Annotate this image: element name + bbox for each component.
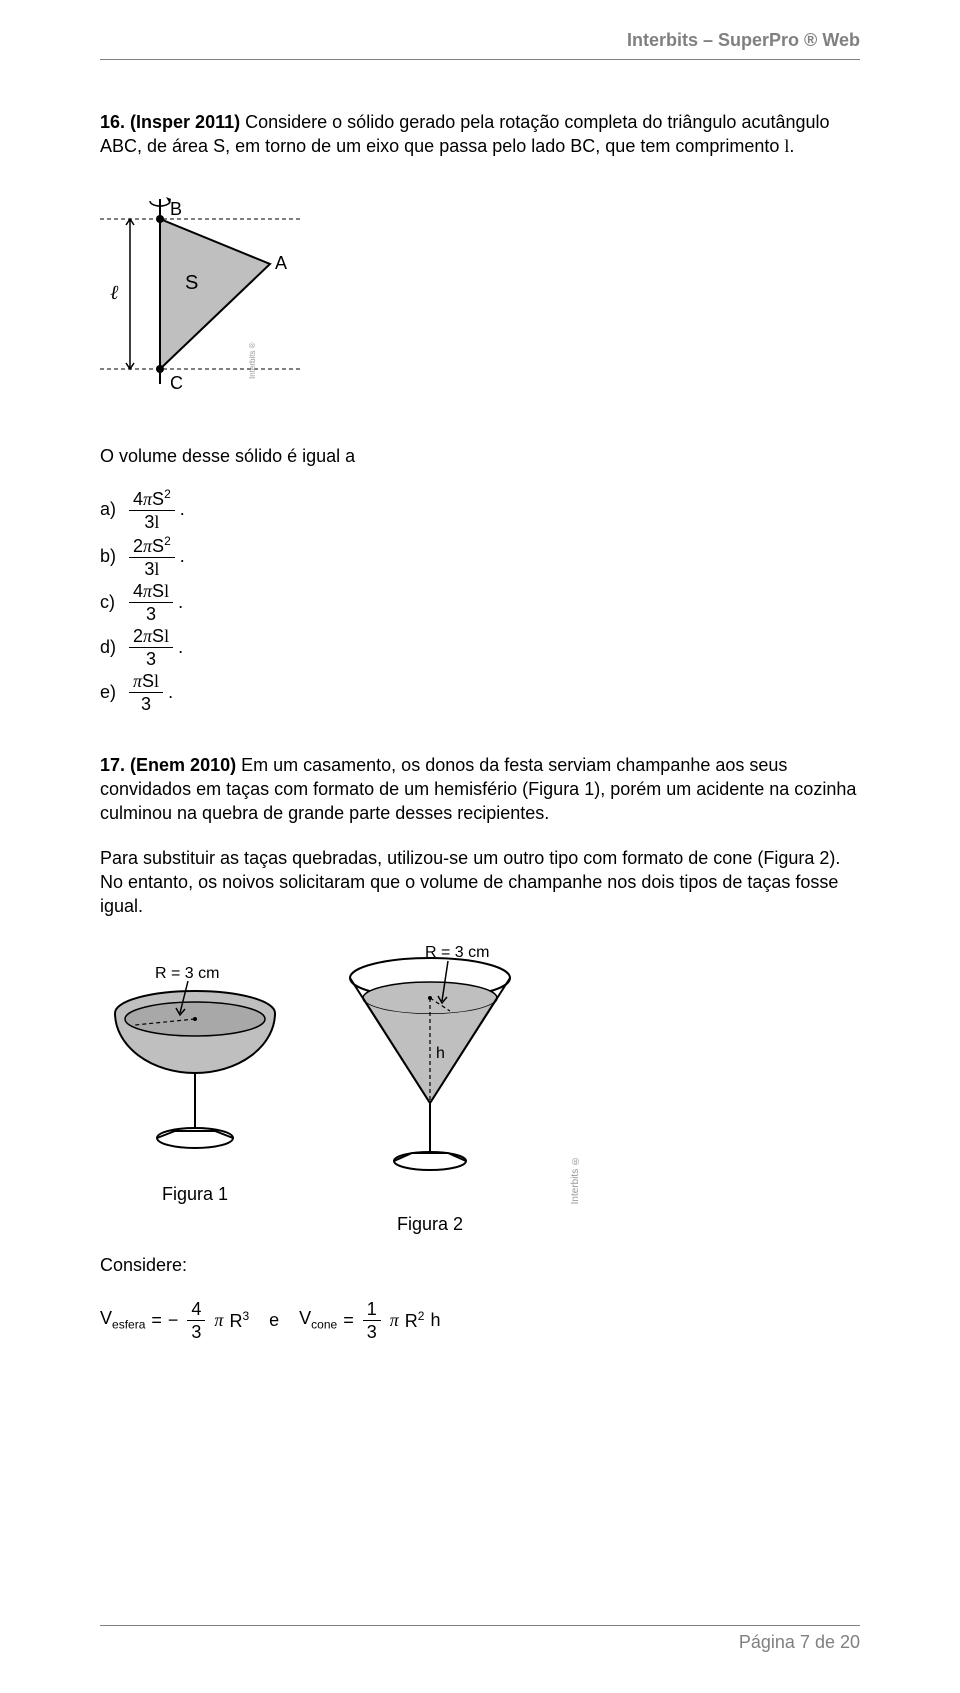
q16-label-C: C (170, 373, 183, 393)
q16-opt-a: a) 4πS2 3l . (100, 488, 860, 531)
q17-fig1-col: R = 3 cm Figura 1 (100, 943, 290, 1205)
q16-label-S: S (185, 272, 198, 294)
q16-opt-e: e) πSl 3 . (100, 672, 860, 713)
q17-fig2-svg: h R = 3 cm (330, 943, 530, 1203)
q17-watermark: Interbits ® (570, 1155, 581, 1204)
q17-cap1: Figura 1 (100, 1184, 290, 1205)
q16-opt-d: d) 2πSl 3 . (100, 627, 860, 668)
opt-label: e) (100, 682, 126, 703)
fraction: 4πS2 3l (129, 488, 175, 531)
footer: Página 7 de 20 (100, 1565, 860, 1653)
q17-para1: 17. (Enem 2010) Em um casamento, os dono… (100, 753, 860, 826)
q16-options: a) 4πS2 3l . b) 2πS2 3l . c) 4πSl 3 . d)… (100, 488, 860, 713)
page: Interbits – SuperPro ® Web 16. (Insper 2… (0, 0, 960, 1693)
q17-source: (Enem 2010) (130, 755, 236, 775)
q16-number: 16. (100, 112, 125, 132)
q16-body-after: . (789, 136, 794, 156)
V-esfera: Vesfera (100, 1308, 145, 1332)
opt-label: a) (100, 499, 126, 520)
q16-opt-c: c) 4πSl 3 . (100, 582, 860, 623)
fraction: 1 3 (363, 1300, 381, 1341)
fraction: 2πS2 3l (129, 535, 175, 578)
q17-fig2-col: h R = 3 cm Figura 2 (330, 943, 530, 1235)
q17-formula: Vesfera = − 4 3 πR3 e Vcone = 1 3 πR2h (100, 1300, 860, 1341)
q17-para2: Para substituir as taças quebradas, util… (100, 846, 860, 919)
opt-label: b) (100, 546, 126, 567)
page-number: Página 7 de 20 (739, 1632, 860, 1652)
fraction: 4 3 (187, 1300, 205, 1341)
q16-lead: O volume desse sólido é igual a (100, 444, 860, 468)
q16-opt-b: b) 2πS2 3l . (100, 535, 860, 578)
q17-number: 17. (100, 755, 125, 775)
q16-svg: B A C S ℓ Interbits ® (100, 179, 330, 409)
fraction: 2πSl 3 (129, 627, 173, 668)
opt-label: d) (100, 637, 126, 658)
header-rule (100, 59, 860, 60)
q16-label-A: A (275, 253, 287, 273)
q16-source: (Insper 2011) (130, 112, 240, 132)
q17-fig1-svg: R = 3 cm (100, 943, 290, 1173)
fraction: πSl 3 (129, 672, 163, 713)
header-brand: Interbits – SuperPro ® Web (100, 30, 860, 51)
q16-label-ell: ℓ (110, 282, 119, 304)
q17-cap2: Figura 2 (330, 1214, 530, 1235)
q17-considere: Considere: (100, 1255, 860, 1276)
q16-watermark: Interbits ® (248, 342, 257, 379)
q16-label-B: B (170, 199, 182, 219)
q17-figures: R = 3 cm Figura 1 (100, 943, 860, 1235)
q17-h-label: h (436, 1045, 445, 1062)
opt-label: c) (100, 592, 126, 613)
V-cone: Vcone (299, 1308, 337, 1332)
fraction: 4πSl 3 (129, 582, 173, 623)
footer-rule (100, 1625, 860, 1626)
q17-r2-label: R = 3 cm (425, 944, 489, 961)
q16-figure: B A C S ℓ Interbits ® (100, 179, 860, 414)
q17-r1-label: R = 3 cm (155, 965, 219, 982)
q16-text: 16. (Insper 2011) Considere o sólido ger… (100, 110, 860, 159)
